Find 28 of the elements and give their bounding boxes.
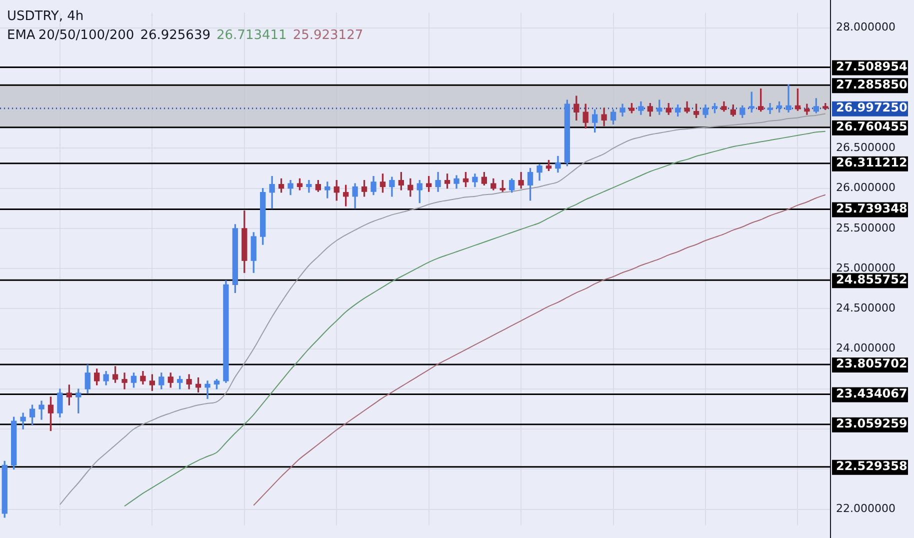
y-tick-label: 24.000000: [836, 342, 896, 355]
ref-line-label: 23.805702: [836, 356, 908, 371]
candlestick: [767, 102, 773, 114]
candlestick: [306, 180, 312, 193]
y-tick-label: 22.000000: [836, 502, 896, 516]
candlestick: [38, 400, 44, 420]
ref-line-label: 27.285850: [836, 77, 908, 92]
y-tick-label: 28.000000: [836, 20, 896, 34]
ref-line-label: 24.855752: [836, 272, 908, 286]
ref-line-label: 26.760455: [836, 119, 908, 134]
candlestick: [786, 84, 792, 112]
y-tick-label: 26.000000: [836, 181, 896, 194]
ref-line-label: 22.529358: [836, 458, 908, 473]
ref-line-label: 23.434067: [836, 386, 908, 400]
chart-title: USDTRY, 4h: [7, 8, 85, 26]
candlestick: [204, 380, 210, 399]
line-series: [253, 194, 826, 506]
y-tick-label: 25.000000: [836, 261, 896, 274]
y-tick-label: 24.500000: [836, 302, 896, 315]
ref-line-label: 23.059259: [836, 416, 908, 430]
ref-line-label: 25.739348: [836, 201, 908, 216]
y-tick-label: 25.500000: [836, 221, 896, 234]
text: EMA 20/50/100/200 26.925639 26.713411 25.923127: [7, 28, 364, 43]
ref-line-label: 27.508954: [836, 59, 908, 74]
ref-line-label: 26.311212: [836, 156, 908, 170]
candlestick: [122, 372, 128, 390]
y-tick-label: 26.500000: [836, 141, 896, 154]
ref-line-label: 26.997250: [836, 100, 908, 114]
